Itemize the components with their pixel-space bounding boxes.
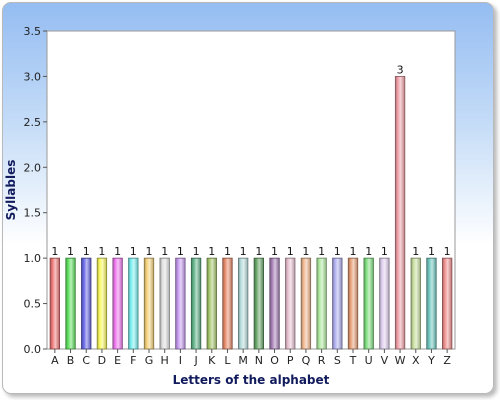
x-tick-label-b: B [67, 354, 75, 367]
x-tick-label-l: L [224, 354, 231, 367]
bar-m [238, 257, 249, 350]
x-tick-label-o: O [270, 354, 279, 367]
data-label-s: 1 [334, 245, 341, 258]
data-label-i: 1 [177, 245, 184, 258]
bar-g [143, 257, 155, 350]
bar-s [332, 257, 343, 350]
y-tick-label: 3.5 [24, 25, 42, 38]
data-label-a: 1 [51, 245, 58, 258]
x-tick-label-j: J [193, 354, 197, 367]
y-tick-label: 0.0 [24, 343, 42, 356]
y-tick-label: 2.0 [24, 161, 42, 174]
bar-h [159, 257, 170, 350]
y-tick-label: 0.5 [24, 298, 42, 311]
x-tick-label-g: G [145, 354, 154, 367]
x-tick-label-a: A [51, 354, 59, 367]
x-tick-label-n: N [255, 354, 263, 367]
bar-d [96, 257, 108, 350]
data-label-x: 1 [412, 245, 419, 258]
x-tick-label-e: E [114, 354, 121, 367]
x-tick-label-s: S [334, 354, 341, 367]
data-label-k: 1 [208, 245, 215, 258]
bar-i [175, 257, 186, 350]
y-axis: 0.0 0.5 1.0 1.5 2.0 2.5 3.0 3.5 [24, 25, 47, 356]
data-label-e: 1 [114, 245, 121, 258]
data-label-v: 1 [381, 245, 388, 258]
x-tick-label-m: M [238, 354, 248, 367]
x-tick-label-r: R [318, 354, 326, 367]
y-tick-label: 1.0 [24, 252, 42, 265]
x-tick-label-u: U [365, 354, 373, 367]
bar-r [316, 257, 327, 350]
data-label-w: 3 [397, 63, 404, 76]
data-label-y: 1 [428, 245, 435, 258]
bar-b [65, 257, 76, 350]
bars-group: 1 1 1 1 1 1 1 1 1 1 1 1 1 1 1 1 1 1 1 1 1 131 1 1 [49, 63, 453, 350]
data-label-q: 1 [302, 245, 309, 258]
bar-f [128, 257, 139, 350]
x-tick-label-k: K [208, 354, 216, 367]
data-label-c: 1 [83, 245, 90, 258]
x-tick-label-c: C [82, 354, 90, 367]
x-tick-label-v: V [381, 354, 389, 367]
data-label-u: 1 [365, 245, 372, 258]
data-label-f: 1 [130, 245, 137, 258]
data-label-m: 1 [240, 245, 247, 258]
bar-l [222, 257, 233, 350]
data-label-t: 1 [350, 245, 357, 258]
y-tick-label: 1.5 [24, 207, 42, 220]
bar-v [379, 257, 390, 350]
x-tick-label-y: Y [427, 354, 435, 367]
bar-x [410, 257, 421, 350]
x-tick-label-d: D [98, 354, 106, 367]
x-tick-label-t: T [349, 354, 357, 367]
x-tick-label-h: H [161, 354, 169, 367]
data-label-h: 1 [161, 245, 168, 258]
bar-z [442, 257, 453, 350]
x-tick-label-z: Z [443, 354, 451, 367]
data-label-p: 1 [287, 245, 294, 258]
bar-o [269, 257, 280, 350]
bar-a [49, 257, 60, 350]
y-tick-label: 2.5 [24, 116, 42, 129]
bar-e [112, 257, 123, 350]
y-tick-label: 3.0 [24, 70, 42, 83]
bar-j [190, 257, 202, 350]
bar-p [285, 257, 296, 350]
data-label-n: 1 [255, 245, 262, 258]
bar-k [206, 257, 217, 350]
data-label-o: 1 [271, 245, 278, 258]
x-tick-label-q: Q [302, 354, 311, 367]
data-label-l: 1 [224, 245, 231, 258]
data-label-z: 1 [444, 245, 451, 258]
data-label-g: 1 [146, 245, 153, 258]
data-label-r: 1 [318, 245, 325, 258]
bar-w [394, 76, 406, 350]
bar-u [363, 257, 374, 350]
x-tick-label-p: P [287, 354, 294, 367]
bar-t [347, 257, 359, 350]
x-tick-label-f: F [130, 354, 136, 367]
bar-c [81, 257, 92, 350]
x-axis-title: Letters of the alphabet [173, 373, 330, 387]
bar-y [426, 257, 437, 350]
bar-q [300, 257, 312, 350]
data-label-d: 1 [98, 245, 105, 258]
data-label-b: 1 [67, 245, 74, 258]
bar-n [253, 257, 264, 350]
data-label-j: 1 [193, 245, 200, 258]
plot-area [46, 30, 456, 350]
y-axis-title: Syllables [4, 160, 18, 221]
x-tick-label-x: X [412, 354, 420, 367]
x-tick-label-w: W [395, 354, 406, 367]
x-tick-label-i: I [179, 354, 182, 367]
